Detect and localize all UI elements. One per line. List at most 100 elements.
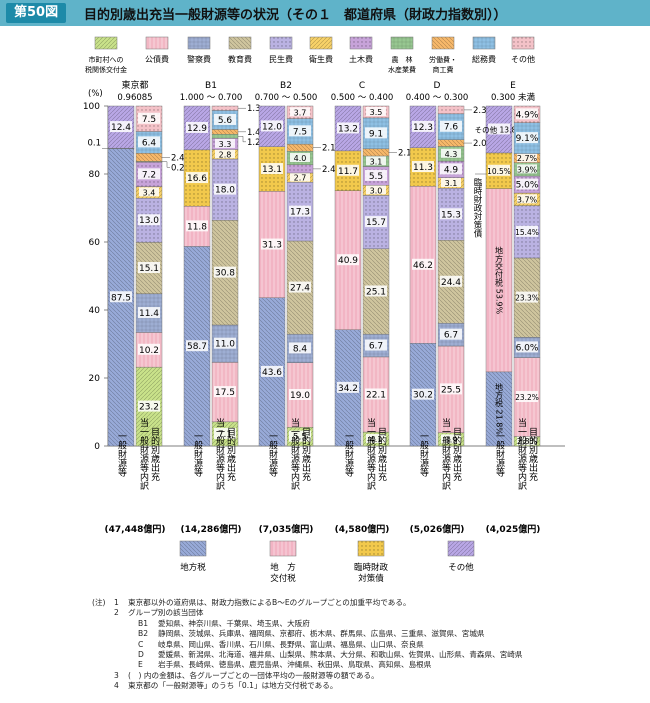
segment-label: 1.3 [247, 104, 261, 114]
bars: 東京都 0.96085 (47,448億円) 87.5 12.4 0.1 23.2 10.2 1… [87, 79, 540, 535]
label-backdrop [365, 285, 387, 297]
note-text: 東京都の「一般財源等」のうち「0.1」は地方交付税である。 [128, 681, 338, 691]
y-axis-unit: (%) [88, 89, 103, 99]
note-line: C 岐阜県、岡山県、香川県、石川県、長野県、富山県、福島県、山口県、奈良県 [92, 640, 647, 650]
label-backdrop [516, 341, 538, 353]
note-line: 4 東京都の「一般財源等」のうち「0.1」は地方交付税である。 [92, 681, 647, 691]
segment-label: 15.4% [515, 228, 539, 237]
segment-label: 4.0 [294, 154, 307, 163]
legend-label: 教育費 [228, 54, 252, 64]
segment-label: 7.5 [142, 115, 156, 125]
legend-label: 税関係交付金 [85, 65, 127, 74]
group-range: 0.700 ～ 0.500 [255, 93, 318, 103]
label-backdrop [290, 172, 310, 182]
group-name: E [510, 81, 516, 91]
group-name: B2 [280, 81, 292, 91]
segment-label: 10.5% [487, 167, 511, 176]
bar-segment-norin [211, 134, 239, 139]
segment-label: 3.7 [294, 108, 307, 117]
label-backdrop [186, 121, 208, 133]
note-group: B2 [138, 629, 149, 639]
bar-segment-doboku [286, 164, 314, 174]
legend-bottom-sonota: その他 [447, 540, 475, 573]
legend-label: 地方税 [180, 562, 206, 573]
legend-bottom-kofu: 地 方交付税 [269, 540, 297, 584]
segment-label: 12.4 [111, 123, 131, 133]
label-backdrop [289, 389, 311, 400]
segment-label: 2.1 [398, 148, 412, 158]
label-backdrop [365, 339, 387, 351]
legend-label: その他 [448, 562, 474, 573]
segment-label: 5.5 [369, 172, 383, 182]
note-number: 1 [114, 598, 119, 607]
bar-segment-chiho [485, 371, 513, 447]
legend-swatch-norin [390, 36, 414, 50]
label-backdrop [138, 262, 160, 274]
segment-label: 27.4 [290, 284, 310, 294]
label-backdrop [337, 254, 359, 266]
bar-label-expenditure: 当一般財源等内訳 [214, 417, 225, 491]
label-backdrop [441, 148, 461, 158]
segment-label: 17.3 [290, 208, 310, 218]
label-backdrop [186, 172, 208, 184]
label-backdrop [412, 258, 434, 270]
group-東京都: 東京都 0.96085 (47,448億円) 87.5 12.4 0.1 23.2 10.2 1… [87, 79, 184, 535]
segment-label: 15.3 [441, 210, 461, 220]
figure-badge: 第50図 [6, 3, 67, 23]
legend-label: 臨時財政 [354, 562, 389, 573]
legend-label: 土木費 [349, 54, 373, 64]
segment-label: 8.4 [293, 344, 308, 354]
note-number: 4 [114, 681, 119, 691]
label-backdrop [488, 164, 510, 176]
label-backdrop [110, 291, 132, 303]
segment-label: 10.2 [139, 346, 159, 356]
group-range: 0.400 ～ 0.300 [406, 93, 469, 103]
legend-label: 商工費 [433, 65, 454, 74]
segment-label: 11.4 [139, 309, 159, 319]
segment-label: 6.7 [444, 331, 458, 341]
segment-label: 1.2 [247, 138, 261, 148]
legend-swatch-doboku [349, 36, 373, 50]
label-backdrop [365, 169, 387, 181]
bar-segment-rodo [362, 148, 390, 157]
legend-item-kosai: 公債費 [145, 36, 169, 64]
label-backdrop [214, 113, 236, 125]
segment-label: 5.5 [293, 433, 307, 443]
segment-label: 11.0 [215, 340, 235, 350]
label-backdrop [441, 434, 461, 444]
segment-label: 43.6 [262, 368, 282, 378]
legend-swatch-rodo [431, 36, 455, 50]
label-backdrop [441, 178, 461, 188]
label-backdrop [366, 185, 386, 195]
segment-label: 16.6 [187, 174, 207, 184]
segment-label: 23.3% [515, 294, 539, 303]
bar-source: 58.7 11.8 16.6 12.9 [183, 105, 211, 447]
label-backdrop [440, 208, 462, 220]
legend-item-somu: 総務費 [472, 36, 496, 64]
page-title: 目的別歳出充当一般財源等の状況（その１ 都道府県（財政力指数別）） [84, 8, 507, 23]
note-text: ( ) 内の金額は、各グループごとの一団体平均の一般財源等の額である。 [128, 670, 379, 680]
group-name: C [359, 81, 365, 91]
label-backdrop [440, 275, 462, 287]
y-tick-label: 0 [94, 442, 100, 452]
label-backdrop [261, 163, 283, 175]
group-name: D [434, 81, 441, 91]
bar-segment-other [211, 105, 239, 111]
bar-label-expenditure: 当一般財源等内訳 [289, 417, 300, 491]
label-backdrop [365, 127, 387, 139]
segment-label: 6.0% [516, 343, 539, 353]
note-text: 愛媛県、新潟県、北海道、福井県、山梨県、熊本県、大分県、和歌山県、佐賀県、山形県… [158, 650, 523, 660]
group-E: E0.300 未満 (4,025億円) 地方税 21.8% 地方交付税 53.9% 10… [475, 81, 541, 535]
segment-label: 5.6 [218, 116, 233, 126]
legend-bottom: 地方税地 方交付税臨時財政対策債その他 [179, 540, 475, 584]
note-text: 岩手県、長崎県、徳島県、鹿児島県、沖縄県、秋田県、鳥取県、高知県、島根県 [158, 660, 432, 670]
note-text: グループ別の該当団体 [128, 608, 204, 618]
label-backdrop [488, 123, 510, 135]
note-text: 静岡県、茨城県、兵庫県、福岡県、京都府、栃木県、群馬県、広島県、三重県、滋賀県、… [158, 629, 485, 639]
group-total: (47,448億円) [105, 523, 166, 535]
segment-label: 11.3 [413, 163, 433, 173]
segment-label: 87.5 [111, 293, 131, 303]
label-backdrop [516, 108, 538, 120]
legend-item-doboku: 土木費 [349, 36, 373, 64]
label-backdrop [261, 238, 283, 250]
